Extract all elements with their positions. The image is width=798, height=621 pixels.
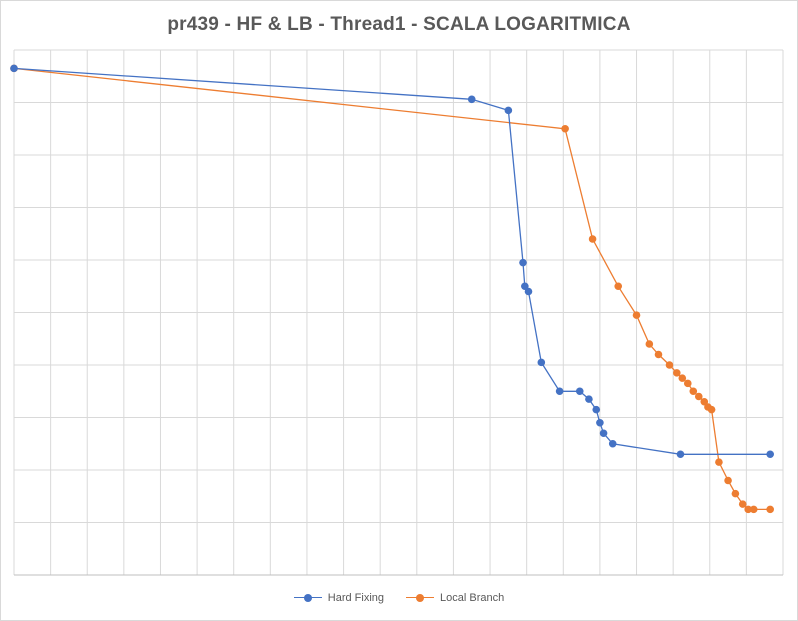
- data-point-local-branch: [673, 369, 681, 377]
- legend-label-hard-fixing: Hard Fixing: [327, 592, 385, 604]
- data-point-local-branch: [694, 392, 703, 401]
- series-line-local-branch: [13, 67, 771, 511]
- data-point-local-branch: [738, 500, 747, 508]
- data-point-local-branch: [715, 458, 723, 466]
- legend-label-local-branch: Local Branch: [440, 592, 505, 604]
- data-point-hard-fixing: [766, 450, 774, 459]
- data-point-hard-fixing: [504, 106, 513, 115]
- data-point-local-branch: [654, 350, 663, 359]
- data-point-local-branch: [614, 282, 623, 291]
- data-point-hard-fixing: [608, 439, 617, 448]
- legend-swatch-local-branch: [406, 593, 435, 603]
- data-point-hard-fixing: [592, 405, 601, 414]
- data-point-hard-fixing: [10, 64, 18, 73]
- data-point-local-branch: [707, 405, 716, 414]
- data-point-local-branch: [632, 311, 641, 319]
- data-point-hard-fixing: [575, 387, 584, 396]
- data-point-hard-fixing: [537, 358, 546, 367]
- data-point-local-branch: [744, 505, 753, 514]
- chart-title: pr439 - HF & LB - Thread1 - SCALA LOGARI…: [167, 14, 631, 35]
- series-line-hard-fixing: [13, 67, 771, 455]
- data-point-local-branch: [645, 340, 654, 348]
- data-point-hard-fixing: [596, 418, 604, 427]
- data-point-hard-fixing: [519, 258, 527, 267]
- data-point-hard-fixing: [599, 429, 608, 438]
- data-point-local-branch: [561, 124, 569, 133]
- data-point-local-branch: [665, 361, 674, 369]
- data-point-local-branch: [749, 505, 758, 514]
- data-point-hard-fixing: [524, 287, 533, 296]
- data-point-hard-fixing: [467, 95, 476, 104]
- data-point-local-branch: [689, 387, 698, 396]
- data-point-local-branch: [724, 476, 732, 485]
- data-point-local-branch: [683, 379, 692, 388]
- data-point-hard-fixing: [585, 395, 593, 403]
- data-point-local-branch: [766, 505, 774, 514]
- data-point-hard-fixing: [676, 450, 685, 459]
- legend-item-hard-fixing: Hard Fixing: [293, 592, 385, 604]
- legend-item-local-branch: Local Branch: [406, 592, 504, 604]
- data-point-local-branch: [731, 489, 740, 498]
- data-point-local-branch: [678, 374, 687, 382]
- legend: Hard Fixing Local Branch: [0, 592, 798, 604]
- data-point-local-branch: [588, 235, 597, 243]
- legend-swatch-hard-fixing: [293, 593, 322, 603]
- data-point-hard-fixing: [555, 387, 564, 396]
